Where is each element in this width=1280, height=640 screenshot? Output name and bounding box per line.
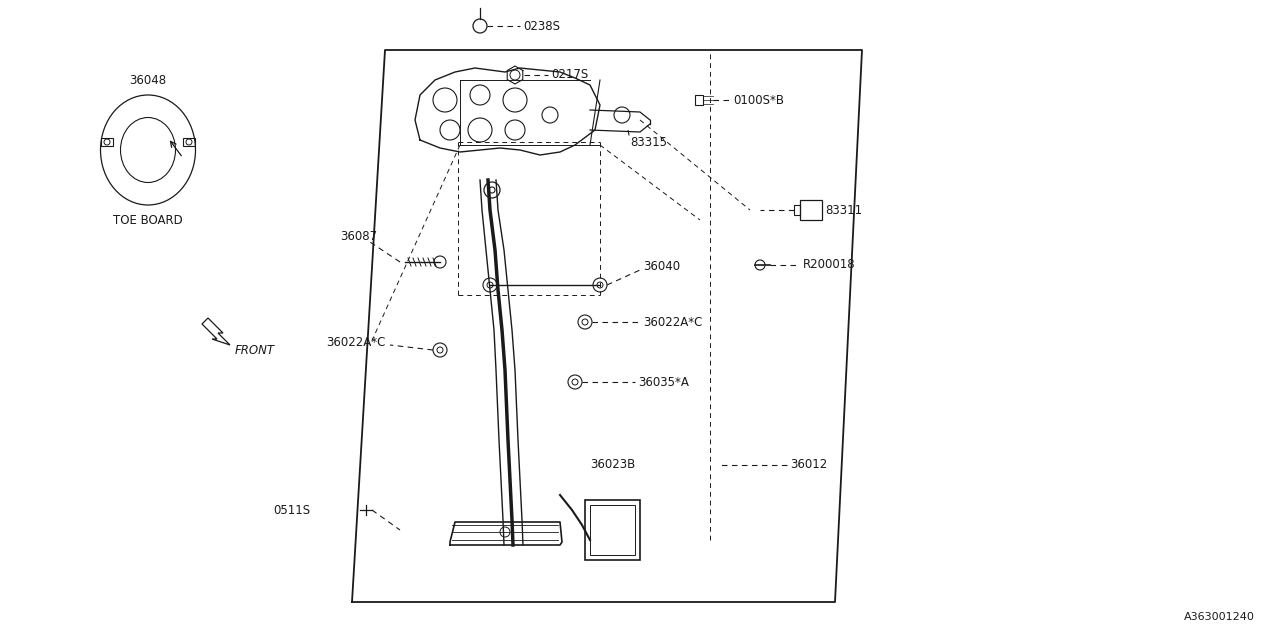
Bar xyxy=(695,95,703,105)
Text: 36022A*C: 36022A*C xyxy=(643,316,703,328)
Text: 36012: 36012 xyxy=(790,458,827,472)
Text: TOE BOARD: TOE BOARD xyxy=(113,214,183,227)
Text: 36087: 36087 xyxy=(340,230,378,243)
Polygon shape xyxy=(202,318,230,345)
Ellipse shape xyxy=(120,118,175,182)
Text: 36023B: 36023B xyxy=(590,458,635,472)
Text: FRONT: FRONT xyxy=(236,344,275,356)
Text: 0511S: 0511S xyxy=(273,504,310,516)
Text: 36048: 36048 xyxy=(129,74,166,86)
Bar xyxy=(585,500,640,560)
Text: 36040: 36040 xyxy=(643,260,680,273)
Text: 0238S: 0238S xyxy=(524,19,561,33)
Text: 83315: 83315 xyxy=(630,136,667,150)
Text: 36022A*C: 36022A*C xyxy=(326,335,387,349)
Text: A363001240: A363001240 xyxy=(1184,612,1254,622)
Text: 0100S*B: 0100S*B xyxy=(733,93,783,106)
Ellipse shape xyxy=(101,95,196,205)
Bar xyxy=(101,138,113,146)
Text: 36035*A: 36035*A xyxy=(637,376,689,388)
Bar xyxy=(183,138,195,146)
Bar xyxy=(800,200,822,220)
Text: 0217S: 0217S xyxy=(550,68,589,81)
Text: R200018: R200018 xyxy=(803,259,855,271)
Text: 83311: 83311 xyxy=(826,204,863,216)
Bar xyxy=(590,505,635,555)
Bar xyxy=(794,205,800,215)
